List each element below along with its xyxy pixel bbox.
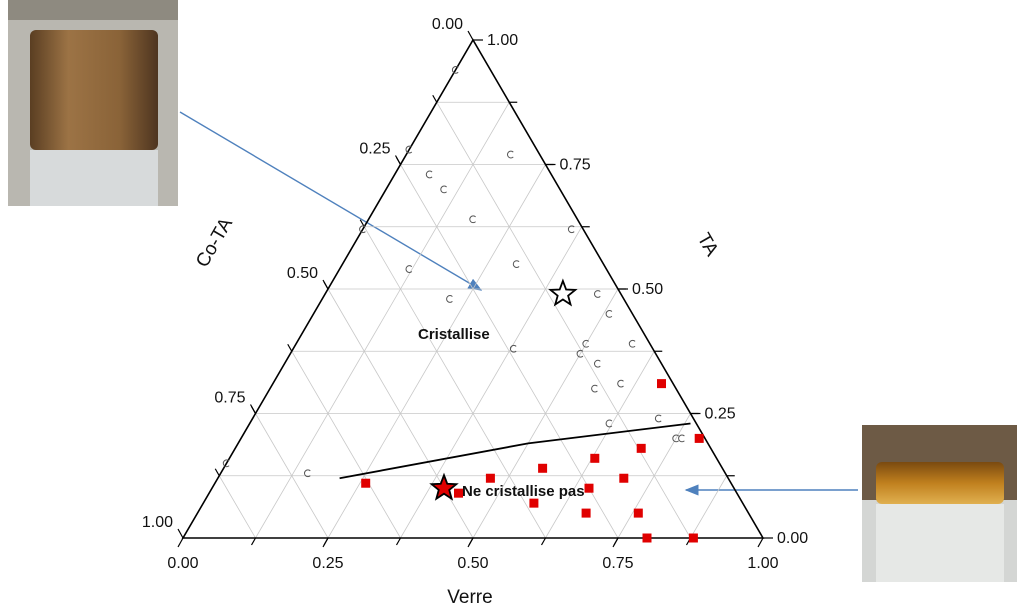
tick-mark <box>322 537 329 548</box>
point-c <box>567 225 575 234</box>
grid-line <box>291 351 401 539</box>
grid-line <box>436 102 691 539</box>
x-tick-label: 0.25 <box>312 555 343 572</box>
plot-area: 0.00 0.25 0.50 0.75 1.00 0.00 0.25 0.50 0.75 1.00… <box>142 16 808 608</box>
point-square <box>584 483 594 493</box>
tick-mark <box>214 468 220 477</box>
right-tick-label: 0.25 <box>705 406 736 423</box>
right-tick-label: 1.00 <box>487 32 518 49</box>
point-c <box>507 150 514 159</box>
x-tick-label: 1.00 <box>747 555 778 572</box>
grid-line <box>545 351 655 539</box>
point-c <box>605 419 613 428</box>
axis-title: Verre <box>447 587 492 608</box>
point-square <box>657 379 666 389</box>
point-c <box>591 384 598 393</box>
point-c <box>359 225 366 234</box>
right-tick-label: 0.00 <box>777 530 808 547</box>
point-c <box>617 379 624 388</box>
point-c <box>405 145 413 154</box>
axis-title: Co-TA <box>192 214 237 271</box>
tick-mark <box>394 155 402 165</box>
tick-mark <box>467 30 474 41</box>
point-square <box>361 478 371 488</box>
point-c <box>304 469 311 478</box>
tick-mark <box>250 537 257 546</box>
tick-mark <box>467 537 474 548</box>
grid-line <box>690 475 728 539</box>
axis-title: TA <box>693 230 723 261</box>
tick-mark <box>287 343 293 352</box>
point-c <box>594 290 601 298</box>
left-tick-label: 1.00 <box>142 514 173 531</box>
point-star <box>429 472 459 501</box>
left-tick-label: 0.00 <box>432 16 463 33</box>
arrow <box>179 111 483 291</box>
point-c <box>628 339 636 348</box>
right-tick-label: 0.75 <box>560 157 591 174</box>
x-tick-label: 0.00 <box>167 555 198 572</box>
point-square <box>633 508 643 518</box>
point-star <box>548 278 578 307</box>
tick-mark <box>757 537 764 548</box>
tick-mark <box>395 537 402 546</box>
annotation: Ne cristallise pas <box>462 483 585 500</box>
photo-right <box>862 425 1017 582</box>
point-c <box>446 295 453 303</box>
point-c <box>512 260 520 268</box>
point-c <box>222 459 230 468</box>
grid-line <box>400 226 583 539</box>
point-square <box>642 533 652 543</box>
point-c <box>405 265 413 273</box>
tick-mark <box>177 528 184 539</box>
point-c <box>451 65 459 74</box>
grid-line <box>255 102 510 539</box>
photo-left <box>8 0 178 206</box>
point-c <box>576 349 584 358</box>
tick-mark <box>432 94 438 103</box>
grid-line <box>255 413 329 539</box>
left-tick-label: 0.25 <box>359 141 390 158</box>
point-c <box>678 434 685 443</box>
point-square <box>619 473 629 483</box>
tick-mark <box>612 537 619 548</box>
point-c <box>425 170 433 179</box>
grid-line <box>363 226 546 539</box>
phase-boundary <box>339 422 691 480</box>
tick-mark <box>177 537 184 548</box>
point-c <box>605 310 613 318</box>
point-square <box>688 533 698 543</box>
grid-line <box>472 288 619 539</box>
point-square <box>529 498 539 508</box>
point-c <box>509 344 517 353</box>
annotation: Cristallise <box>418 326 490 343</box>
point-square <box>485 473 495 483</box>
tick-mark <box>249 404 257 414</box>
x-tick-label: 0.75 <box>602 555 633 572</box>
point-square <box>694 433 704 443</box>
point-square <box>454 488 463 498</box>
point-square <box>590 453 600 463</box>
right-tick-label: 0.50 <box>632 281 663 298</box>
point-c <box>654 414 662 423</box>
grid-line <box>218 475 256 539</box>
point-square <box>538 463 548 473</box>
point-square <box>581 508 591 518</box>
point-c <box>582 339 590 348</box>
left-tick-label: 0.50 <box>287 265 318 282</box>
tick-mark <box>322 279 329 290</box>
x-tick-label: 0.50 <box>457 555 488 572</box>
point-square <box>636 443 646 453</box>
point-c <box>440 185 447 194</box>
point-c <box>594 359 601 368</box>
tick-mark <box>540 537 547 546</box>
point-c <box>672 434 679 443</box>
grid-line <box>617 413 691 539</box>
left-tick-label: 0.75 <box>214 390 245 407</box>
point-c <box>469 215 476 224</box>
